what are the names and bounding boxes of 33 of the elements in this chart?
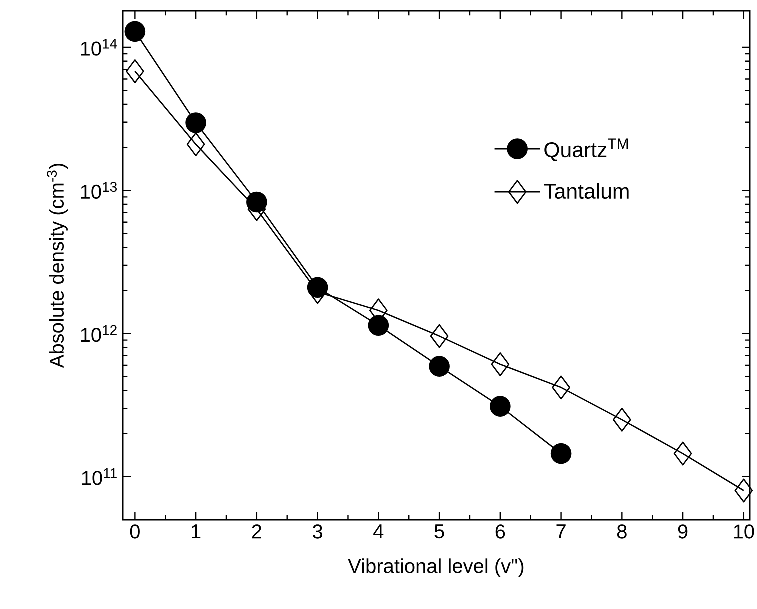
x-tick-label: 3	[312, 524, 322, 539]
point	[186, 132, 206, 157]
legend-label: Tantalum	[544, 183, 629, 200]
y-tick-label: 10$^{12}$	[81, 325, 117, 342]
x-tick-label: 0	[130, 524, 140, 539]
y-axis-title: Absolute density (cm$^{-3}$)	[47, 164, 68, 368]
y-tick-label: 10$^{11}$	[82, 468, 117, 486]
point	[613, 408, 632, 432]
point	[552, 376, 570, 400]
point	[550, 443, 572, 464]
x-tick-label: 9	[678, 524, 688, 539]
x-tick-label: 2	[252, 524, 262, 539]
point	[734, 478, 754, 503]
point	[124, 21, 146, 42]
x-tick-label: 7	[556, 524, 566, 538]
point	[490, 396, 511, 417]
y-tick-label: 10$^{14}$	[81, 39, 118, 56]
point	[429, 356, 450, 377]
x-axis-title: Vibrational level (v")	[348, 558, 524, 578]
point	[186, 112, 206, 134]
x-tick-label: 5	[434, 524, 444, 539]
x-tick-label: 4	[374, 524, 384, 538]
x-tick-label: 10	[734, 524, 754, 539]
x-tick-label: 8	[617, 524, 627, 539]
point	[126, 59, 144, 84]
point	[368, 315, 390, 336]
point	[491, 352, 510, 376]
y-tick-label: 10$^{13}$	[81, 182, 118, 200]
legend-label: Quartz$^{TM}$	[544, 138, 628, 162]
x-tick-label: 1	[192, 524, 201, 538]
point	[674, 442, 692, 466]
x-tick-label: 6	[496, 524, 506, 539]
point	[430, 324, 449, 348]
